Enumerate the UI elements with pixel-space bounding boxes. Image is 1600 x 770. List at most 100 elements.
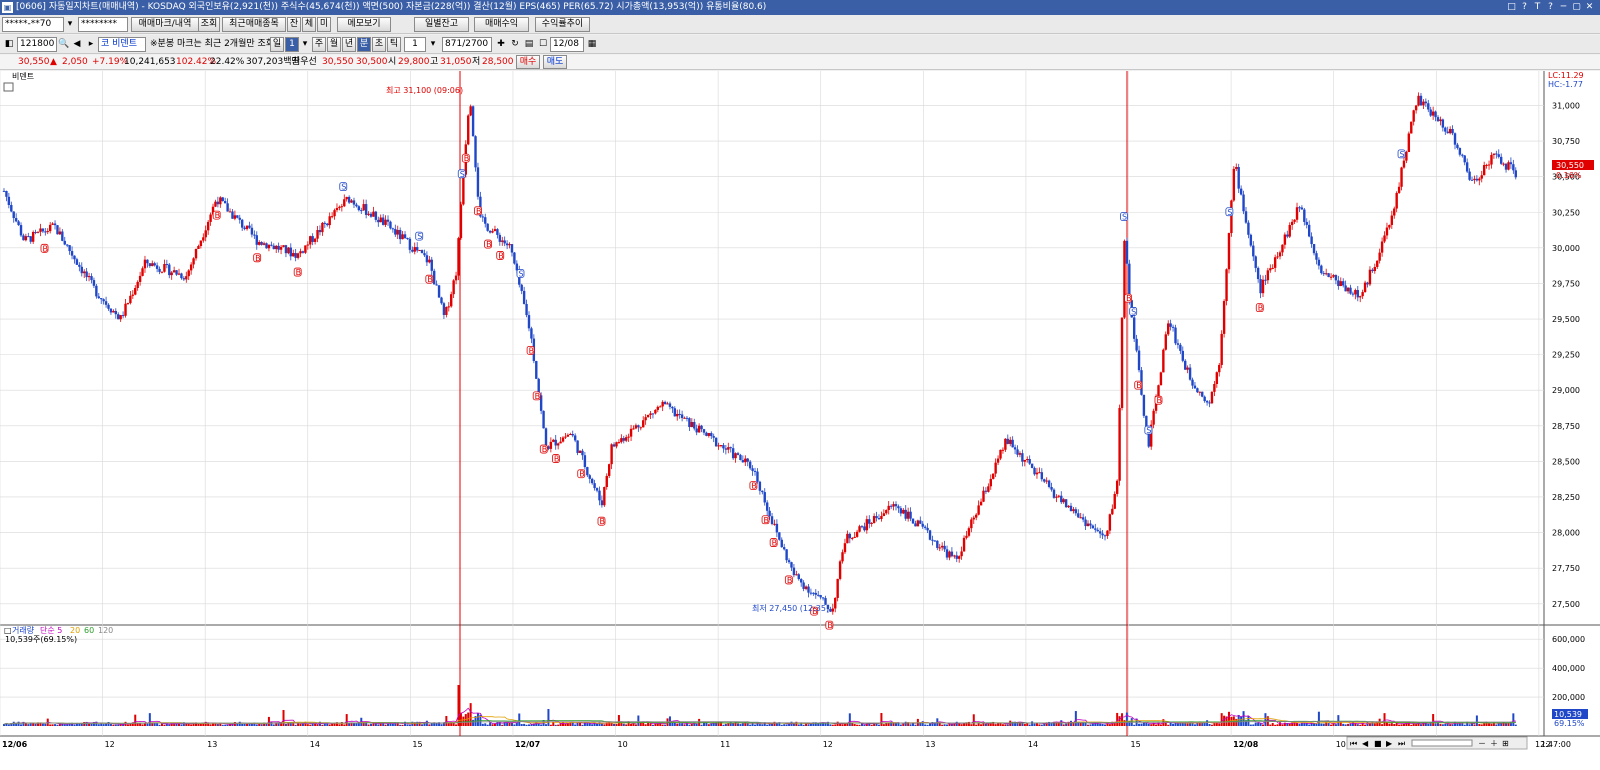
interval-input[interactable]: 1 (404, 37, 426, 52)
executed-tab[interactable]: 체 (302, 17, 316, 32)
chevron-down-icon[interactable]: ▾ (430, 39, 436, 49)
date-input[interactable]: 12/08 (550, 37, 584, 52)
volume-bar (1483, 723, 1486, 726)
volume-bar (785, 724, 788, 726)
trade-mark-button[interactable]: 매매마크/내역 (131, 17, 199, 32)
candle-body (75, 259, 79, 265)
volume-bar (948, 723, 951, 726)
volume-bar (812, 722, 815, 726)
minimize-icon[interactable]: ─ (1560, 2, 1567, 12)
checkbox-icon[interactable]: ☐ (538, 39, 548, 49)
period-month[interactable]: 월 (327, 37, 341, 52)
candle-body (250, 227, 254, 235)
volume-bar (428, 724, 431, 726)
buy-mark (825, 620, 834, 630)
volume-bar (1276, 724, 1279, 726)
scroll-thumb[interactable] (1411, 739, 1473, 747)
zoom-out-icon[interactable]: － (1478, 739, 1486, 748)
candle-body (1431, 111, 1435, 116)
candle-body (1035, 472, 1039, 475)
scroll-stop-icon[interactable]: ■ (1374, 739, 1382, 748)
help-icon[interactable]: ? (1522, 2, 1527, 12)
memo-button[interactable]: 메모보기 (337, 17, 391, 32)
volume-bar (1332, 723, 1335, 726)
volume-bar (1395, 721, 1398, 726)
return-trend-button[interactable]: 수익률추이 (535, 17, 590, 32)
candle-body (170, 272, 173, 276)
unfilled-tab[interactable]: 미 (317, 17, 331, 32)
volume-bar (1468, 724, 1471, 726)
period-tick[interactable]: 틱 (387, 37, 401, 52)
next-stock-icon[interactable]: ▸ (88, 39, 94, 49)
buy-mark (769, 538, 778, 547)
balance-tab[interactable]: 잔 (287, 17, 301, 32)
crosshair-icon[interactable]: ✚ (497, 39, 505, 49)
volume-bar (634, 724, 637, 726)
volume-bar (12, 721, 15, 726)
calendar-icon[interactable]: ▦ (587, 39, 597, 49)
data-count[interactable]: 871/2700 (442, 37, 492, 52)
candle-body (41, 228, 45, 232)
candle-body (982, 490, 985, 502)
stock-code-input[interactable]: 121800 (17, 37, 57, 52)
period-week[interactable]: 주 (312, 37, 326, 52)
chart-settings-icon[interactable]: ◧ (4, 39, 14, 49)
recent-trades-button[interactable]: 최근매매종목 (222, 17, 286, 32)
period-minute-input[interactable]: 1 (285, 37, 299, 52)
candle-body (457, 238, 460, 276)
volume-bar (909, 724, 912, 726)
period-year[interactable]: 년 (342, 37, 356, 52)
chevron-down-icon[interactable]: ▾ (302, 39, 308, 49)
volume-bar (591, 724, 594, 726)
volume-bar (143, 723, 146, 726)
table-icon[interactable] (3, 82, 14, 92)
candle-body (1458, 148, 1462, 155)
candle-body (955, 555, 958, 559)
volume-bar (177, 723, 180, 726)
volume-bar (880, 712, 883, 726)
candle-body (680, 414, 684, 419)
volume-bar (389, 723, 392, 726)
scroll-prev-icon[interactable]: ◀ (1362, 739, 1369, 748)
volume-bar (61, 723, 64, 726)
refresh-icon[interactable]: ↻ (511, 39, 519, 49)
zoom-full-icon[interactable]: ⊞ (1502, 739, 1509, 748)
password-field[interactable]: ******** (78, 17, 128, 32)
zoom-in-icon[interactable]: ＋ (1490, 739, 1498, 748)
volume-bar (982, 722, 985, 726)
scroll-last-icon[interactable]: ⏭ (1398, 739, 1405, 748)
volume-bar (882, 724, 885, 726)
candle-body (875, 516, 878, 519)
period-day[interactable]: 일 (270, 37, 284, 52)
account-select[interactable]: *****-**70 (2, 17, 64, 32)
save-icon[interactable]: ▤ (524, 39, 534, 49)
query-button[interactable]: 조회 (198, 17, 220, 32)
candle-body (1201, 391, 1204, 397)
info-icon[interactable]: ? (1548, 2, 1553, 12)
speaker-icon[interactable]: ◀ (73, 39, 81, 49)
period-minute[interactable]: 분 (357, 37, 371, 52)
maximize-icon[interactable]: ▢ (1572, 2, 1581, 12)
candle-body (865, 519, 869, 531)
search-icon[interactable]: 🔍 (58, 39, 70, 49)
candle-body (1125, 240, 1129, 264)
buy-mark-label: B (812, 607, 818, 616)
scroll-first-icon[interactable]: ⏮ (1350, 739, 1357, 748)
candle-body (340, 206, 344, 208)
volume-bar (1011, 721, 1014, 726)
period-second[interactable]: 초 (372, 37, 386, 52)
chevron-down-icon[interactable]: ▾ (67, 19, 73, 29)
volume-bar (1014, 721, 1017, 726)
volume-bar (732, 722, 735, 726)
text-icon[interactable]: T (1534, 2, 1541, 12)
restore-icon[interactable]: □ (1507, 2, 1516, 12)
close-icon[interactable]: ✕ (1585, 2, 1594, 12)
trade-profit-button[interactable]: 매매수익 (474, 17, 529, 32)
daily-balance-button[interactable]: 일별잔고 (414, 17, 469, 32)
buy-button[interactable]: 매수 (516, 55, 540, 69)
scroll-next-icon[interactable]: ▶ (1386, 739, 1393, 748)
volume-bar (54, 724, 57, 726)
sell-button[interactable]: 매도 (543, 55, 567, 69)
